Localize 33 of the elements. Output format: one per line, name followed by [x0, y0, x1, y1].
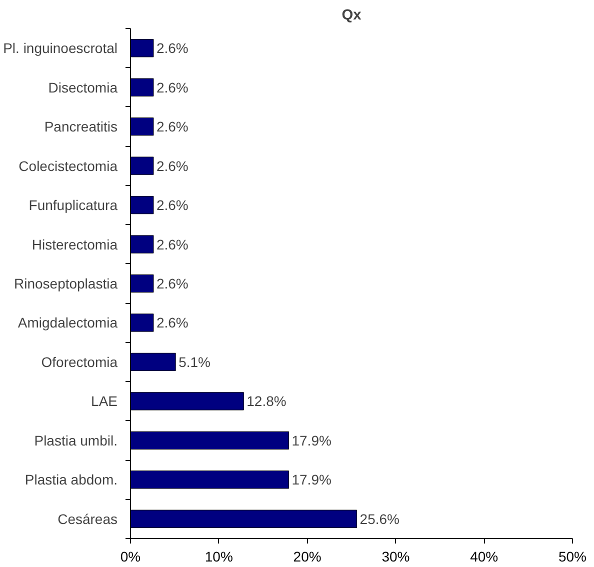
x-tick-label: 10% [204, 548, 233, 564]
y-tick-label: Amigdalectomia [18, 314, 118, 331]
y-tick-label: Pl. inguinoescrotal [3, 40, 118, 56]
data-label: 2.6% [156, 197, 188, 214]
x-tick-label: 20% [293, 548, 322, 564]
y-tick-label: Rinoseptoplastia [14, 276, 118, 292]
data-label: 2.6% [156, 314, 188, 331]
y-tick-label: Plastia umbil. [34, 432, 118, 448]
y-tick-label: Cesáreas [58, 510, 118, 527]
y-tick-label: Pancreatitis [44, 118, 118, 135]
y-tick-label: Plastia abdom. [24, 472, 118, 488]
data-label: 2.6% [156, 236, 188, 252]
y-tick-label: Colecistectomia [18, 158, 118, 174]
y-tick-label: Oforectomia [41, 354, 118, 370]
data-label: 2.6% [156, 158, 188, 174]
data-label: 5.1% [178, 354, 211, 370]
data-label: 2.6% [156, 276, 188, 292]
x-tick-label: 30% [382, 548, 410, 564]
chart-title: Qx [342, 8, 362, 24]
x-tick-label: 0% [120, 548, 141, 564]
y-tick-label: Funfuplicatura [28, 197, 118, 214]
data-label: 17.9% [292, 432, 332, 448]
y-tick-label: Disectomia [48, 79, 118, 96]
data-label: 25.6% [360, 510, 400, 527]
x-tick-label: 40% [470, 548, 498, 564]
y-tick-label: LAE [91, 393, 118, 410]
data-label: 17.9% [292, 472, 332, 488]
y-tick-label: Histerectomia [32, 236, 118, 252]
x-tick-label: 50% [558, 548, 587, 564]
data-label: 12.8% [246, 393, 286, 410]
data-label: 2.6% [156, 118, 188, 135]
data-label: 2.6% [156, 40, 188, 56]
data-label: 2.6% [156, 79, 188, 96]
